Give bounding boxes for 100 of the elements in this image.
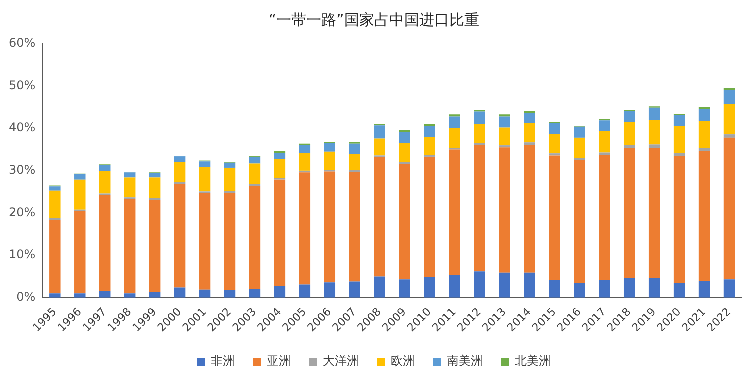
bar bbox=[199, 193, 211, 290]
bar bbox=[74, 180, 86, 210]
bar bbox=[424, 278, 436, 298]
bar bbox=[324, 143, 336, 152]
bar bbox=[224, 193, 236, 290]
bar bbox=[724, 280, 736, 298]
bar bbox=[349, 144, 360, 154]
bar bbox=[549, 134, 560, 154]
bar bbox=[149, 200, 161, 292]
bar bbox=[648, 148, 660, 278]
bar bbox=[74, 174, 86, 180]
bar bbox=[524, 146, 536, 273]
bar bbox=[174, 184, 186, 288]
bar bbox=[698, 121, 710, 148]
legend-label: 欧洲 bbox=[391, 354, 415, 368]
y-tick-label: 40% bbox=[9, 120, 36, 135]
bar bbox=[624, 122, 636, 146]
bar bbox=[74, 212, 86, 294]
bar bbox=[374, 138, 386, 156]
bar bbox=[374, 276, 386, 298]
bar bbox=[599, 280, 610, 298]
bar bbox=[449, 116, 460, 128]
bar bbox=[50, 220, 61, 294]
bar bbox=[524, 112, 536, 124]
bar bbox=[399, 280, 410, 298]
bar bbox=[499, 148, 510, 273]
bar bbox=[648, 108, 660, 120]
bar bbox=[124, 294, 136, 298]
bar bbox=[299, 172, 311, 285]
bar bbox=[698, 151, 710, 281]
bar bbox=[549, 156, 560, 280]
bar bbox=[724, 138, 736, 280]
bar bbox=[249, 156, 261, 164]
bar bbox=[499, 116, 510, 128]
bar bbox=[574, 126, 586, 138]
bar bbox=[99, 291, 111, 298]
bar bbox=[274, 153, 286, 160]
bar bbox=[499, 272, 510, 298]
bar bbox=[274, 286, 286, 298]
bar bbox=[174, 288, 186, 298]
bar bbox=[648, 278, 660, 298]
bar bbox=[299, 284, 311, 298]
bar bbox=[474, 143, 486, 146]
bar bbox=[199, 162, 211, 168]
bar bbox=[199, 167, 211, 192]
bar bbox=[449, 275, 460, 298]
bar bbox=[274, 180, 286, 286]
bar bbox=[399, 143, 410, 162]
bar bbox=[624, 278, 636, 298]
bar bbox=[549, 280, 560, 298]
bar bbox=[249, 289, 261, 298]
bar bbox=[324, 282, 336, 298]
bar bbox=[698, 280, 710, 298]
bar bbox=[249, 164, 261, 184]
chart-title: “一带一路”国家占中国进口比重 bbox=[268, 10, 480, 29]
bar bbox=[349, 172, 360, 282]
bar bbox=[724, 134, 736, 138]
bar bbox=[299, 145, 311, 154]
bar bbox=[449, 150, 460, 276]
bar bbox=[524, 142, 536, 146]
bar bbox=[174, 156, 186, 162]
bar bbox=[299, 153, 311, 171]
bar bbox=[624, 148, 636, 278]
bar bbox=[474, 272, 486, 298]
bar bbox=[449, 128, 460, 148]
bar bbox=[149, 173, 161, 178]
bar bbox=[698, 148, 710, 152]
y-tick-label: 50% bbox=[9, 78, 36, 92]
bar bbox=[74, 294, 86, 298]
bar bbox=[374, 156, 386, 277]
bar bbox=[274, 160, 286, 178]
bar bbox=[648, 144, 660, 148]
y-tick-label: 0% bbox=[16, 290, 36, 304]
bar bbox=[599, 155, 610, 281]
bar bbox=[724, 104, 736, 135]
bar bbox=[674, 153, 686, 156]
bar bbox=[574, 160, 586, 284]
bar bbox=[224, 168, 236, 192]
legend-label: 非洲 bbox=[211, 354, 235, 368]
bar bbox=[499, 128, 510, 146]
bar bbox=[724, 90, 736, 104]
bar bbox=[349, 282, 360, 298]
y-tick-label: 60% bbox=[9, 36, 36, 50]
bar bbox=[424, 138, 436, 156]
bar bbox=[474, 112, 486, 124]
bar bbox=[99, 171, 111, 194]
bar bbox=[224, 162, 236, 168]
bar bbox=[324, 172, 336, 283]
bar bbox=[99, 165, 111, 172]
bar bbox=[698, 109, 710, 122]
bar bbox=[624, 111, 636, 122]
bar bbox=[50, 190, 61, 218]
bar bbox=[174, 162, 186, 182]
bar bbox=[599, 152, 610, 156]
y-tick-label: 30% bbox=[9, 163, 36, 178]
legend-label: 亚洲 bbox=[267, 354, 291, 368]
bar bbox=[199, 290, 211, 298]
bar bbox=[524, 123, 536, 143]
bar bbox=[399, 164, 410, 280]
bar bbox=[474, 146, 486, 272]
